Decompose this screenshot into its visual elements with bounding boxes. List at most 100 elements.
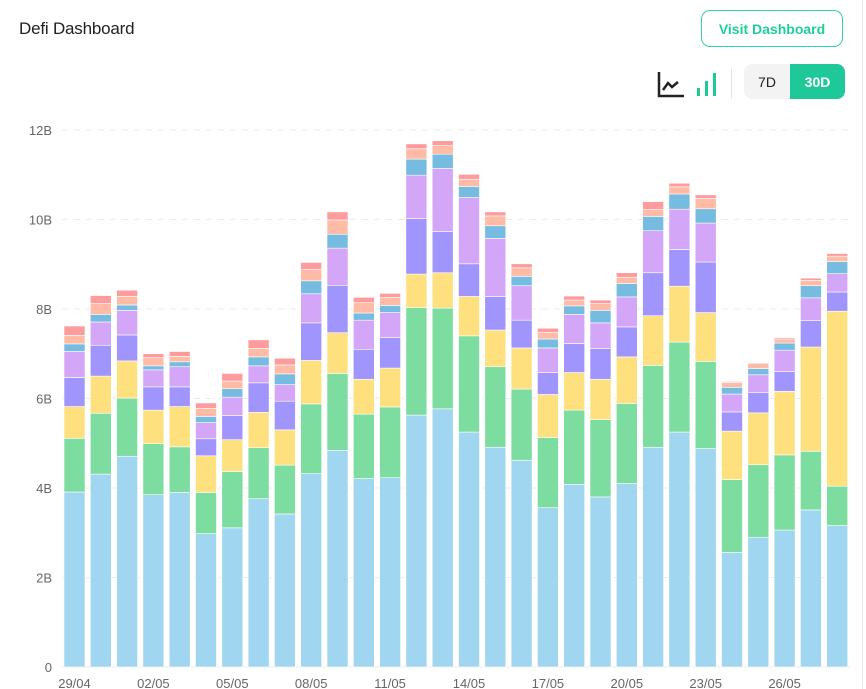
bar-segment (300, 269, 323, 282)
bar-segment (773, 529, 796, 668)
bar-segment (615, 296, 638, 328)
bar-segment (721, 381, 743, 383)
bar-segment (63, 406, 86, 439)
line-chart-icon[interactable] (656, 68, 686, 100)
bar-segment (379, 297, 401, 306)
bar-segment (642, 365, 664, 448)
bar-14/05[interactable] (458, 174, 480, 668)
bar-segment (352, 413, 375, 479)
bar-23/05[interactable] (694, 194, 717, 668)
bar-18/05[interactable] (563, 295, 586, 668)
bar-segment (247, 498, 270, 668)
bar-24/05[interactable] (721, 381, 743, 668)
bar-segment (352, 378, 375, 415)
bar-segment (642, 272, 664, 317)
bar-20/05[interactable] (615, 272, 638, 668)
y-tick-label: 8B (36, 302, 52, 317)
bar-segment (326, 211, 349, 221)
bar-25/05[interactable] (747, 362, 770, 668)
bar-segment (773, 391, 796, 456)
bar-segment (694, 194, 717, 199)
bar-segment (90, 473, 112, 668)
scrollbar-edge (862, 0, 863, 689)
bar-segment (405, 273, 428, 308)
bar-segment (90, 344, 112, 377)
bar-segment (721, 479, 743, 553)
bar-segment (274, 464, 296, 515)
bar-03/05[interactable] (168, 351, 191, 668)
bar-17/05[interactable] (537, 327, 559, 668)
bar-11/05[interactable] (379, 293, 401, 668)
bar-segment (90, 321, 112, 346)
bar-07/05[interactable] (274, 357, 296, 668)
bar-segment (747, 412, 770, 466)
bar-segment (484, 366, 507, 448)
y-tick-label: 6B (36, 392, 52, 407)
bar-16/05[interactable] (510, 263, 533, 668)
bar-06/05[interactable] (247, 339, 270, 668)
bar-segment (431, 408, 454, 668)
bar-04/05[interactable] (195, 402, 217, 668)
bar-segment (379, 293, 401, 298)
bar-segment (642, 201, 664, 210)
bar-09/05[interactable] (326, 211, 349, 668)
bar-08/05[interactable] (300, 262, 323, 668)
bar-segment (589, 303, 612, 311)
bar-segment (352, 348, 375, 380)
bar-21/05[interactable] (642, 201, 664, 668)
bar-22/05[interactable] (668, 182, 691, 668)
bar-segment (63, 491, 86, 668)
bar-segment (510, 263, 533, 269)
bar-segment (484, 329, 507, 368)
bar-segment (431, 145, 454, 155)
bar-chart-icon[interactable] (694, 68, 724, 100)
bar-segment (694, 198, 717, 210)
bar-segment (458, 296, 480, 337)
bar-29/04[interactable] (63, 325, 86, 668)
bar-segment (458, 197, 480, 265)
bar-segment (510, 285, 533, 321)
bar-segment (800, 285, 822, 299)
y-tick-label: 12B (29, 123, 52, 138)
bar-segment (142, 369, 165, 388)
bar-segment (195, 533, 217, 668)
bar-15/05[interactable] (484, 211, 507, 668)
y-tick-label: 4B (36, 481, 52, 496)
bar-30/04[interactable] (90, 295, 112, 668)
bar-28/05[interactable] (826, 253, 849, 668)
bar-segment (747, 392, 770, 414)
bar-segment (116, 360, 138, 399)
bar-segment (800, 451, 822, 511)
bar-segment (247, 356, 270, 367)
bar-segment (63, 377, 86, 407)
bar-segment (274, 400, 296, 431)
bar-01/05[interactable] (116, 289, 138, 668)
bar-segment (589, 419, 612, 498)
bar-13/05[interactable] (431, 140, 454, 668)
bar-segment (247, 348, 270, 358)
bar-segment (826, 310, 849, 487)
bar-segment (668, 208, 691, 250)
bar-segment (537, 347, 559, 373)
bar-segment (63, 335, 86, 345)
bar-02/05[interactable] (142, 353, 165, 668)
bar-segment (800, 346, 822, 452)
bar-segment (615, 272, 638, 278)
range-7d-button[interactable]: 7D (758, 73, 776, 90)
bar-segment (274, 373, 296, 385)
bar-12/05[interactable] (405, 143, 428, 668)
bar-27/05[interactable] (800, 277, 822, 668)
bar-segment (510, 347, 533, 390)
bar-26/05[interactable] (773, 337, 796, 668)
bar-segment (721, 552, 743, 668)
bar-19/05[interactable] (589, 299, 612, 668)
bar-segment (721, 393, 743, 413)
bar-segment (274, 364, 296, 375)
bar-segment (221, 396, 244, 416)
bar-10/05[interactable] (352, 297, 375, 668)
bar-segment (142, 353, 165, 359)
bar-05/05[interactable] (221, 373, 244, 668)
visit-dashboard-button[interactable]: Visit Dashboard (701, 10, 843, 47)
range-30d-button[interactable]: 30D (790, 64, 845, 99)
bar-segment (326, 450, 349, 668)
